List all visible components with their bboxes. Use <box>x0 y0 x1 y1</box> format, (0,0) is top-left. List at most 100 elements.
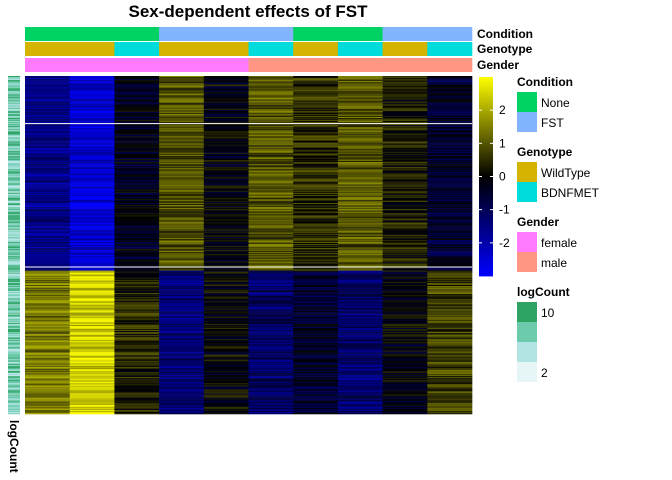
heatmap-cell <box>427 333 473 335</box>
heatmap-cell <box>25 239 70 242</box>
heatmap-cell <box>293 164 339 166</box>
annotation-cell-genotype <box>203 42 249 56</box>
heatmap-cell <box>248 289 294 291</box>
heatmap-cell <box>25 137 70 139</box>
heatmap-cell <box>203 407 249 410</box>
heatmap-cell <box>293 411 339 414</box>
heatmap-cell <box>382 79 428 81</box>
logcount-cell <box>8 172 20 174</box>
heatmap-cell <box>25 146 70 148</box>
heatmap-cell <box>25 316 70 319</box>
heatmap-cell <box>114 378 160 380</box>
heatmap-cell <box>382 303 428 305</box>
heatmap-cell <box>293 195 339 198</box>
logcount-cell <box>8 372 20 374</box>
colorbar-tick-label: 0 <box>499 170 506 184</box>
heatmap-cell <box>203 86 249 88</box>
heatmap-cell <box>248 87 294 89</box>
heatmap-cell <box>293 292 339 294</box>
colorbar-segment <box>479 200 493 203</box>
heatmap-cell <box>293 392 339 394</box>
heatmap-cell <box>114 91 160 93</box>
logcount-cell <box>8 181 20 183</box>
heatmap-cell <box>203 392 249 394</box>
heatmap-cell <box>25 281 70 284</box>
heatmap-cell <box>293 310 339 312</box>
logcount-cell <box>8 278 20 281</box>
heatmap-cell <box>248 184 294 186</box>
heatmap-cell <box>114 206 160 208</box>
heatmap-cell <box>203 336 249 338</box>
heatmap-cell <box>114 85 160 87</box>
heatmap-cell <box>337 330 383 332</box>
heatmap-cell <box>293 235 339 238</box>
heatmap-cell <box>382 302 428 304</box>
logcount-cell <box>8 390 20 392</box>
heatmap-cell <box>69 396 115 398</box>
heatmap-cell <box>382 150 428 153</box>
heatmap-cell <box>69 312 115 314</box>
heatmap-cell <box>427 91 473 93</box>
heatmap-cell <box>382 263 428 265</box>
heatmap-cell <box>114 177 160 179</box>
heatmap-cell <box>25 147 70 150</box>
heatmap-cell <box>25 95 70 97</box>
heatmap-cell <box>337 198 383 201</box>
heatmap-cell <box>427 243 473 246</box>
heatmap-cell <box>382 288 428 290</box>
heatmap-cell <box>427 252 473 254</box>
heatmap-cell <box>248 97 294 99</box>
heatmap-cell <box>382 297 428 299</box>
heatmap-cell <box>114 94 160 96</box>
logcount-cell <box>8 327 20 330</box>
heatmap-cell <box>293 370 339 373</box>
heatmap-cell <box>248 316 294 319</box>
logcount-cell <box>8 376 20 378</box>
heatmap-cell <box>114 345 160 347</box>
heatmap-cell <box>337 191 383 194</box>
heatmap-cell <box>69 183 115 185</box>
heatmap-cell <box>337 269 383 271</box>
heatmap-cell <box>25 291 70 293</box>
annotation-cell-condition <box>203 27 249 41</box>
heatmap-cell <box>293 131 339 133</box>
heatmap-cell <box>114 149 160 152</box>
colorbar-segment <box>479 246 493 249</box>
heatmap-cell <box>382 410 428 413</box>
heatmap-cell <box>203 166 249 168</box>
heatmap-cell <box>293 344 339 346</box>
logcount-cell <box>8 408 20 411</box>
heatmap-cell <box>382 230 428 232</box>
heatmap-cell <box>114 318 160 321</box>
logcount-cell <box>8 377 20 379</box>
heatmap-cell <box>114 298 160 300</box>
logcount-cell <box>8 239 20 242</box>
heatmap-cell <box>427 400 473 403</box>
heatmap-cell <box>114 217 160 219</box>
heatmap-cell <box>337 143 383 145</box>
heatmap-cell <box>427 370 473 373</box>
heatmap-cell <box>159 210 205 212</box>
heatmap-cell <box>248 390 294 392</box>
heatmap-cell <box>337 230 383 232</box>
heatmap-cell <box>382 96 428 98</box>
heatmap-cell <box>382 340 428 342</box>
logcount-cell <box>8 211 20 213</box>
heatmap-cell <box>382 106 428 109</box>
heatmap-cell <box>293 129 339 131</box>
heatmap-cell <box>293 138 339 140</box>
heatmap-cell <box>25 225 70 227</box>
heatmap-cell <box>248 142 294 144</box>
heatmap-cell <box>203 267 249 269</box>
heatmap-cell <box>248 95 294 97</box>
heatmap-cell <box>203 291 249 293</box>
heatmap-cell <box>248 379 294 381</box>
heatmap-cell <box>293 352 339 354</box>
heatmap-cell <box>427 320 473 323</box>
heatmap-cell <box>203 334 249 336</box>
heatmap-cell <box>382 306 428 308</box>
heatmap-cell <box>427 304 473 306</box>
heatmap-cell <box>427 277 473 280</box>
heatmap-cell <box>159 276 205 279</box>
heatmap-cell <box>25 400 70 403</box>
